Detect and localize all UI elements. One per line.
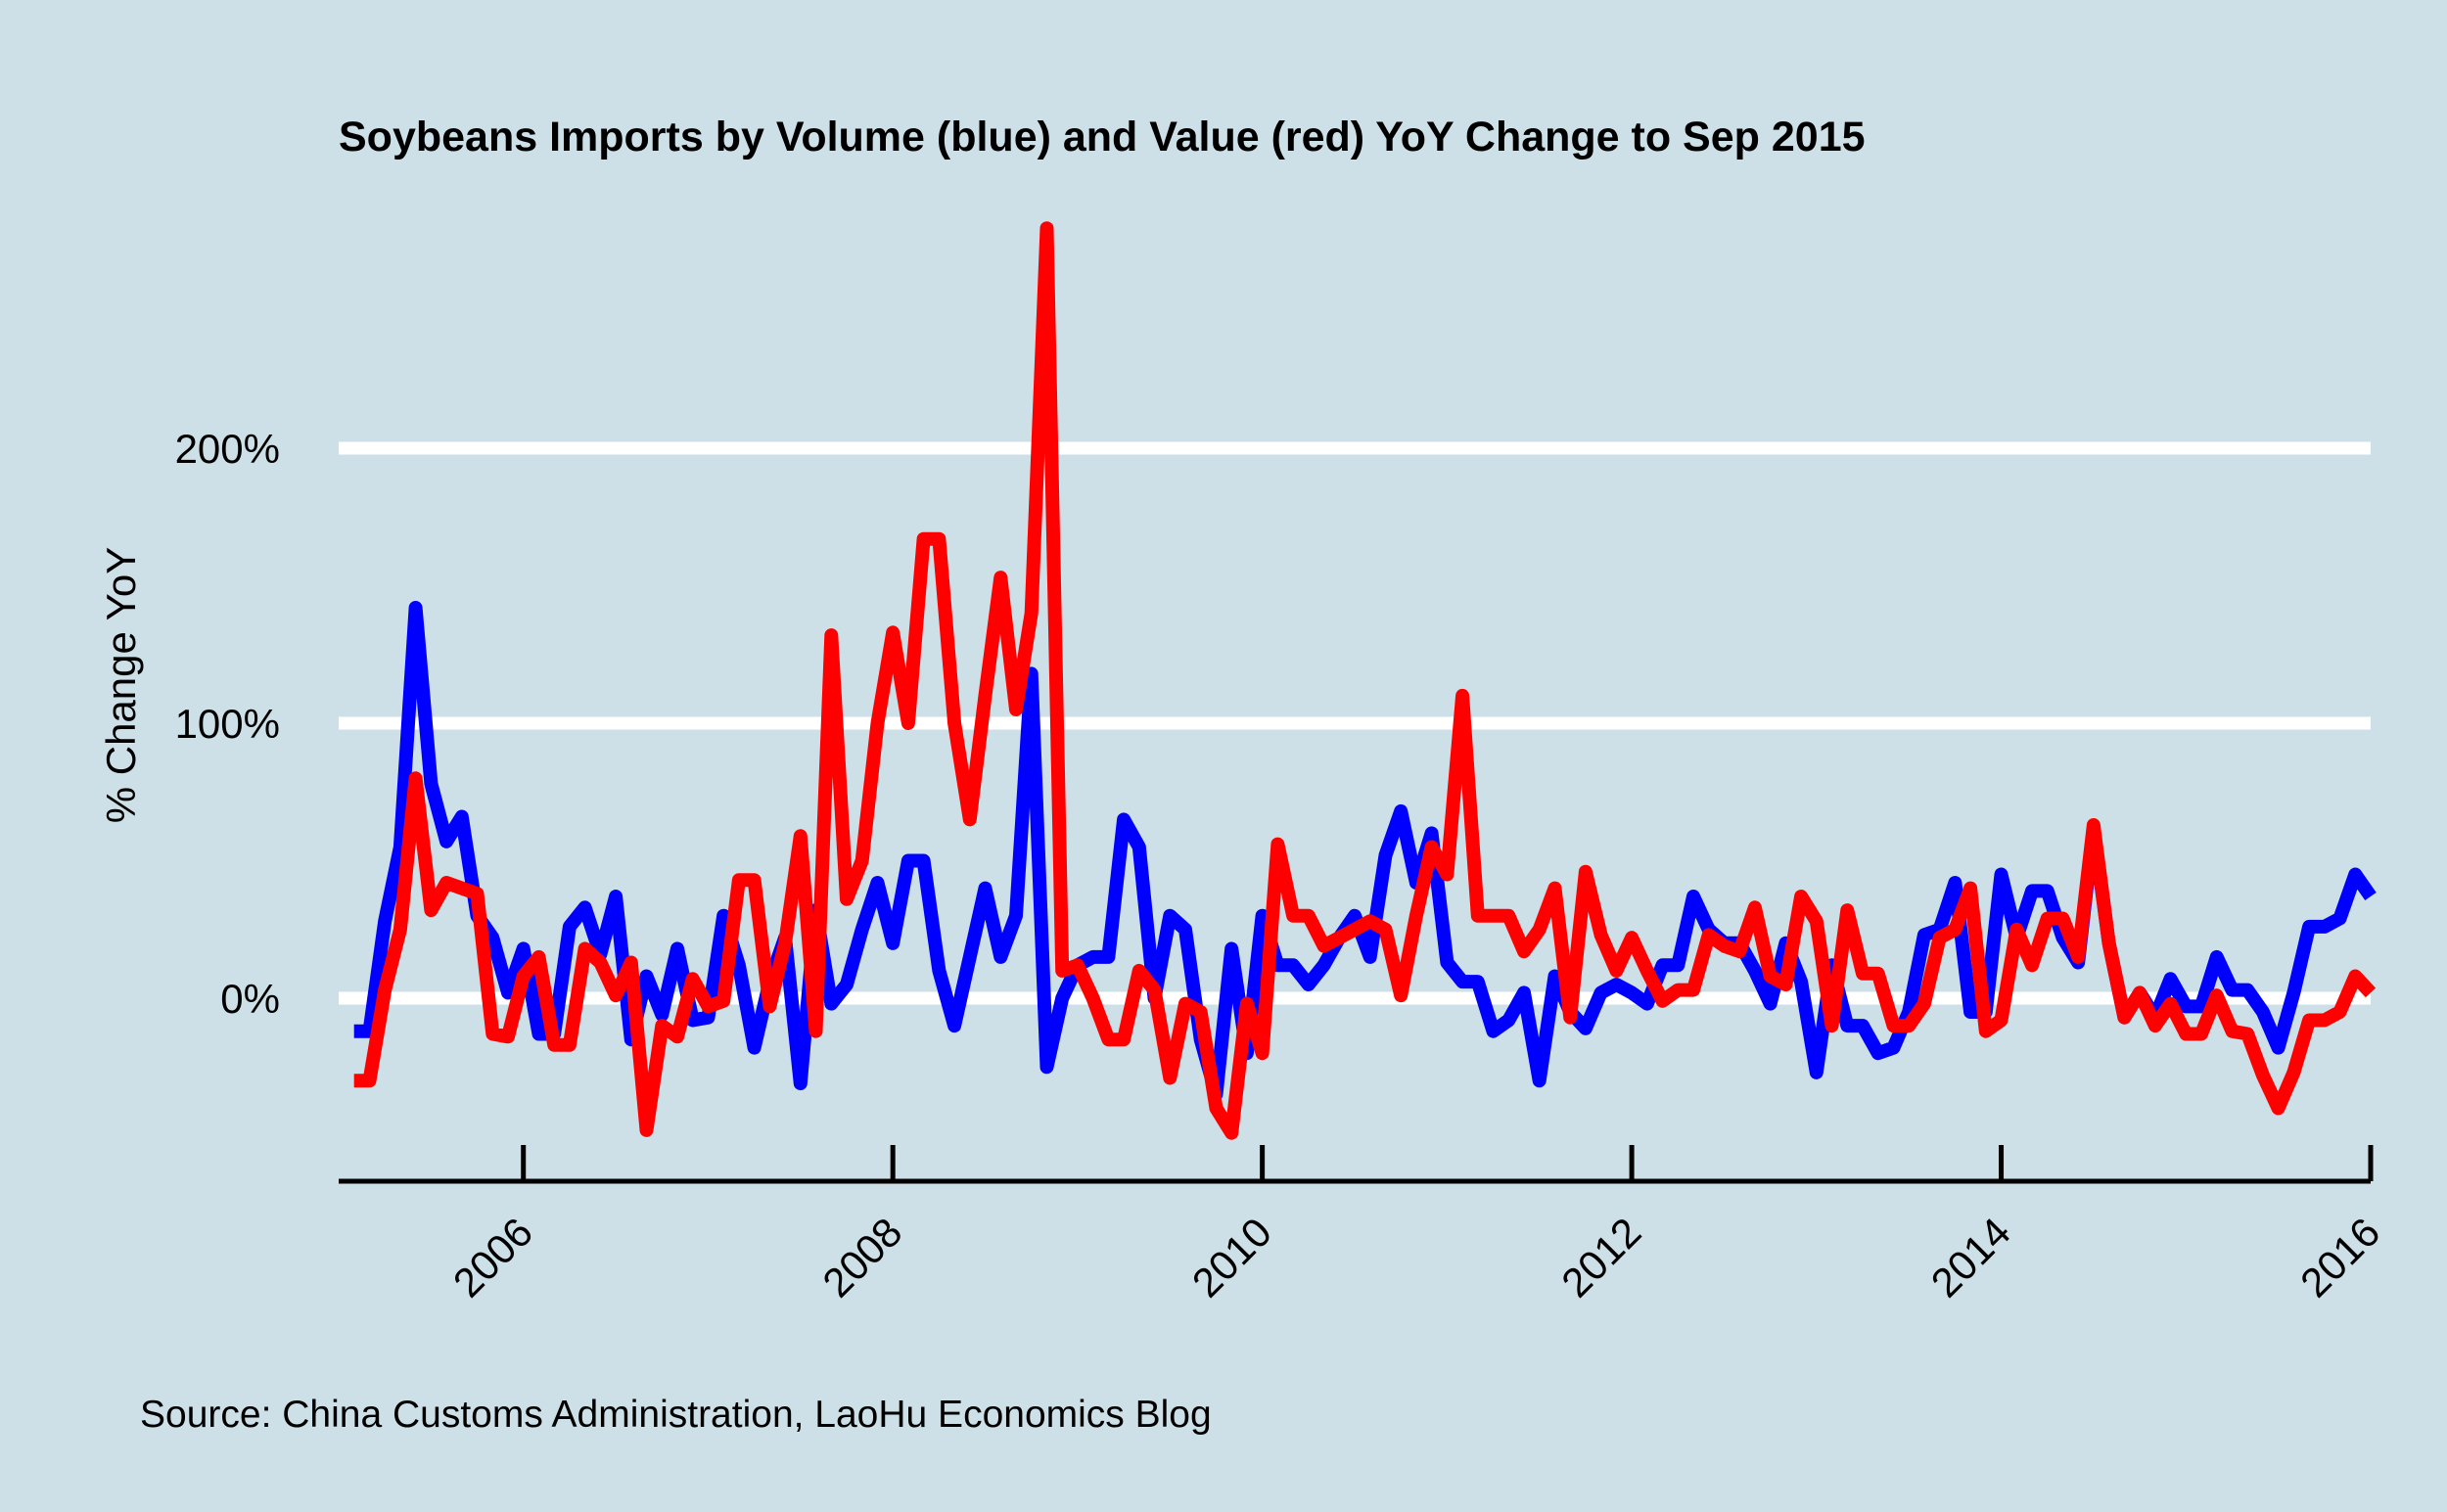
y-tick-label: 200% <box>175 426 280 472</box>
x-tick-label: 2016 <box>2291 1209 2388 1306</box>
source-caption: Source: China Customs Administration, La… <box>140 1394 1212 1436</box>
gridlines <box>339 441 2371 1005</box>
x-tick-label: 2008 <box>813 1209 910 1306</box>
y-axis-ticks: 0% 100% 200% <box>175 426 280 1022</box>
y-axis-label: % Change YoY <box>98 547 144 824</box>
series-lines <box>353 221 2377 1140</box>
x-tick-label: 2014 <box>1922 1209 2019 1306</box>
y-tick-label: 100% <box>175 701 280 747</box>
x-tick-label: 2012 <box>1552 1209 1649 1306</box>
chart-title: Soybeans Imports by Volume (blue) and Va… <box>339 114 1866 160</box>
series-line-value <box>353 221 2377 1140</box>
series-line-volume <box>353 601 2377 1102</box>
x-tick-label: 2006 <box>444 1209 541 1306</box>
y-tick-label: 0% <box>220 976 280 1022</box>
x-axis-ticks: 2006 2008 2010 2012 2014 2016 <box>444 1145 2388 1306</box>
x-tick-label: 2010 <box>1183 1209 1280 1306</box>
